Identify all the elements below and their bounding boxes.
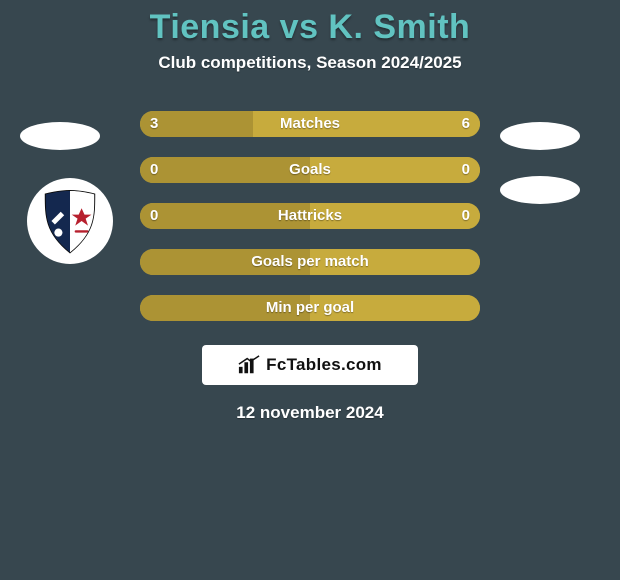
- footer-brand-text: FcTables.com: [266, 355, 382, 375]
- footer-brand: FcTables.com: [202, 345, 418, 385]
- stat-row: Goals per match: [140, 249, 480, 275]
- stat-row: Goals0 0: [140, 157, 480, 183]
- stat-value-left: 0: [150, 203, 158, 229]
- stat-row: Hattricks0 0: [140, 203, 480, 229]
- stat-label: Goals per match: [140, 249, 480, 275]
- stat-row: Matches3 6: [140, 111, 480, 137]
- stat-value-right: 6: [462, 111, 470, 137]
- page-subtitle: Club competitions, Season 2024/2025: [0, 53, 620, 73]
- stat-value-left: 0: [150, 157, 158, 183]
- stat-label: Hattricks: [140, 203, 480, 229]
- date-text: 12 november 2024: [0, 403, 620, 423]
- badge-ellipse-right-mid: [500, 176, 580, 204]
- badge-ellipse-right-top: [500, 122, 580, 150]
- stat-value-right: 0: [462, 203, 470, 229]
- shield-icon: [41, 187, 99, 255]
- stat-label: Min per goal: [140, 295, 480, 321]
- page-title: Tiensia vs K. Smith: [0, 0, 620, 47]
- club-crest-left: [27, 178, 113, 264]
- stat-value-left: 3: [150, 111, 158, 137]
- comparison-infographic: Tiensia vs K. Smith Club competitions, S…: [0, 0, 620, 580]
- badge-ellipse-left-top: [20, 122, 100, 150]
- stat-label: Matches: [140, 111, 480, 137]
- stat-value-right: 0: [462, 157, 470, 183]
- stat-label: Goals: [140, 157, 480, 183]
- bar-chart-icon: [238, 355, 260, 375]
- stat-row: Min per goal: [140, 295, 480, 321]
